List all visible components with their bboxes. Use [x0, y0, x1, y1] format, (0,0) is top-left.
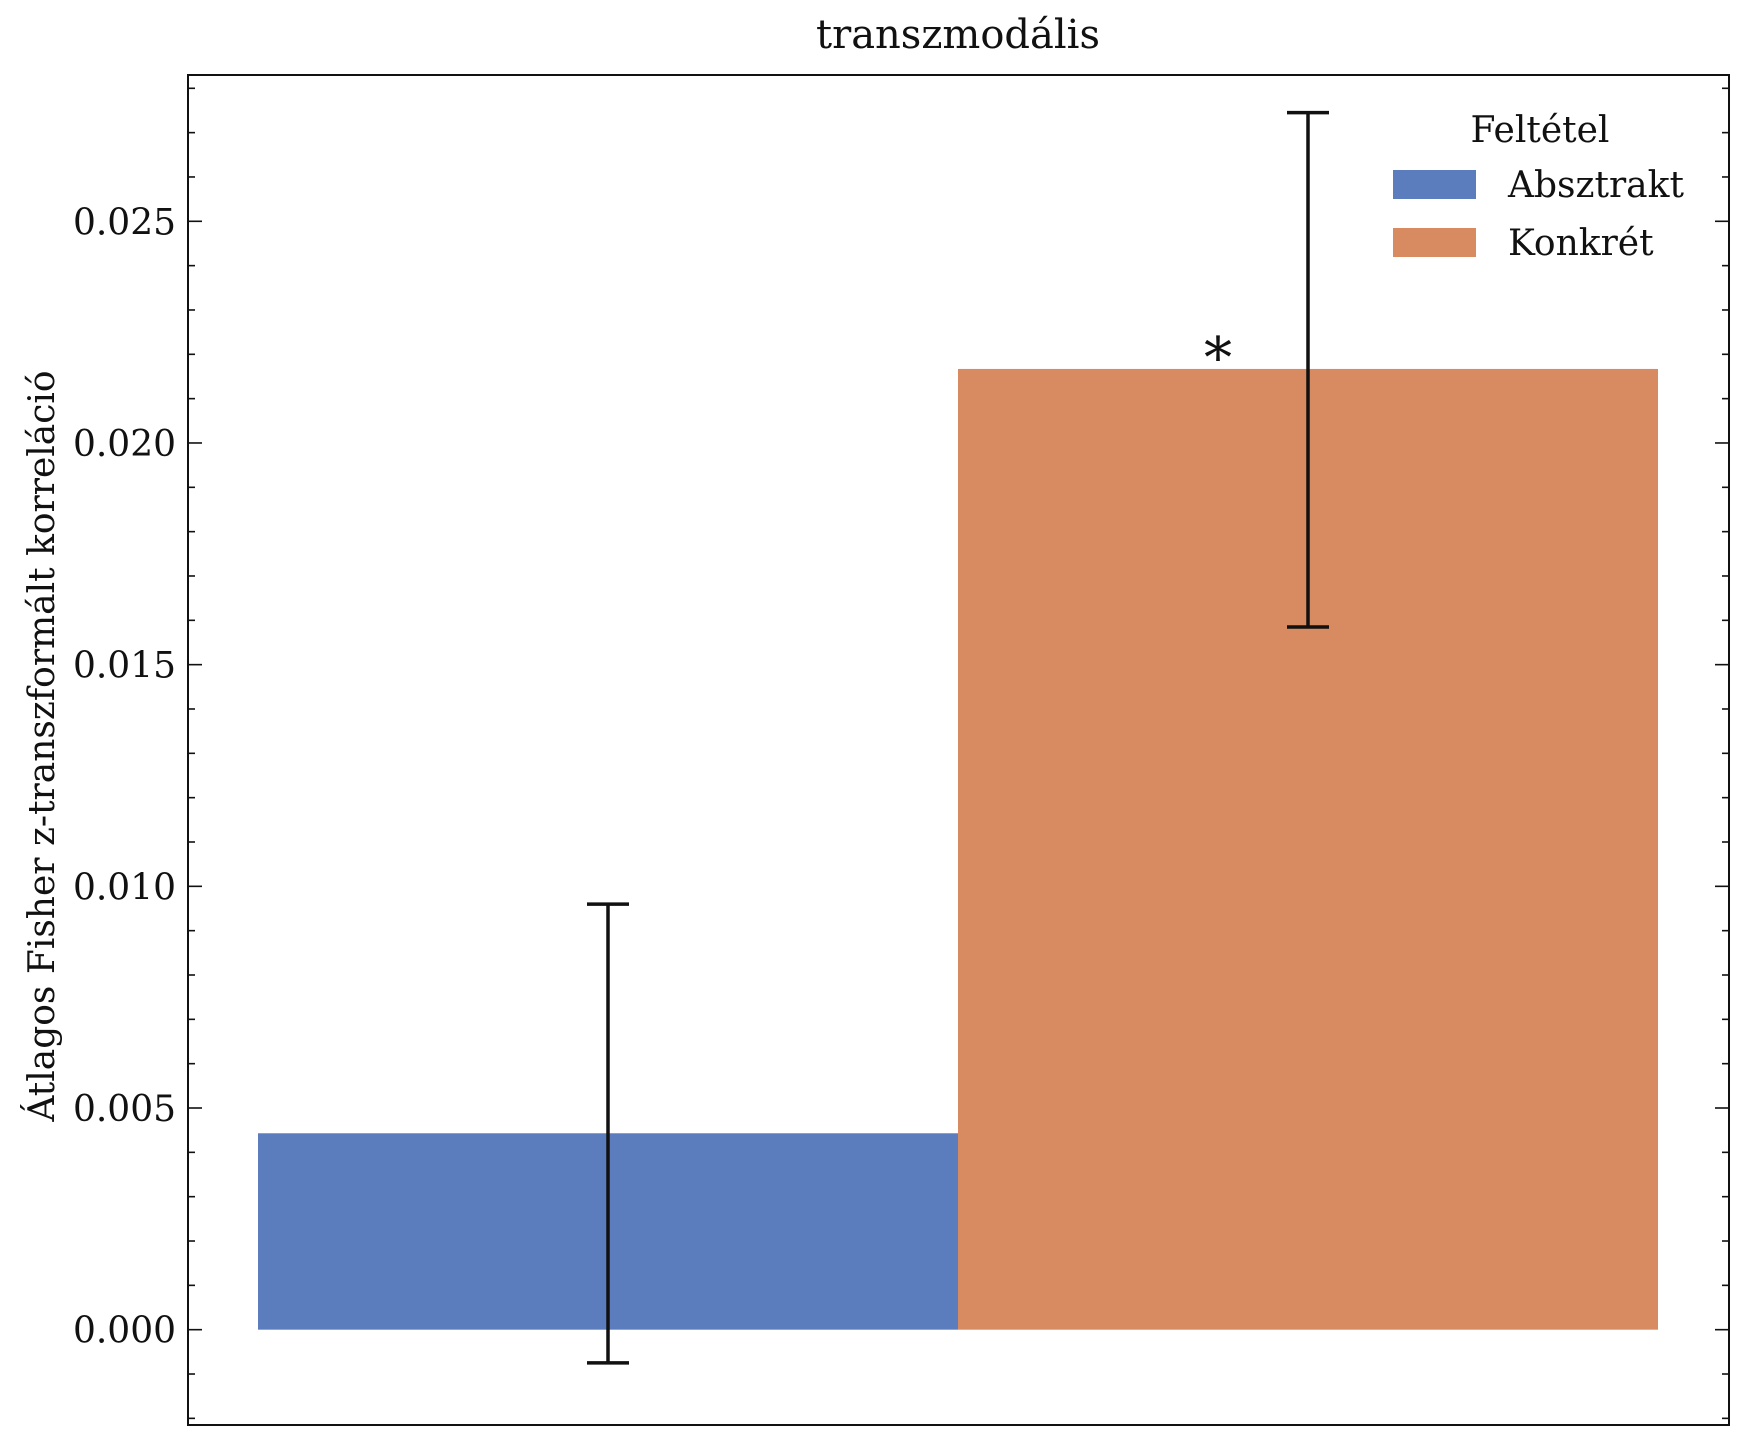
y-tick-label: 0.010	[73, 867, 176, 908]
error-bar-konkr-t	[1287, 110, 1329, 629]
y-axis-label: Átlagos Fisher z-transzformált korreláci…	[21, 370, 63, 1122]
chart-title: transzmodális	[816, 12, 1100, 58]
legend-swatch-absztrakt	[1393, 170, 1476, 199]
y-axis-ticks: 0.000 0.005 0.010 0.015 0.020 0.025	[73, 87, 1729, 1420]
y-tick-label: 0.025	[73, 202, 176, 243]
error-bar-absztrakt	[587, 902, 629, 1365]
plot-frame	[187, 74, 1730, 1426]
y-tick-label: 0.020	[73, 424, 176, 465]
legend-swatch-konkr-t	[1393, 228, 1476, 257]
bars	[258, 368, 1658, 1330]
legend-label-konkr-t: Konkrét	[1508, 223, 1654, 264]
annotations: *	[1204, 326, 1232, 391]
legend-label-absztrakt: Absztrakt	[1507, 165, 1684, 206]
legend: Feltétel Absztrakt Konkrét	[1393, 110, 1684, 264]
y-tick-label: 0.000	[73, 1311, 176, 1352]
y-tick-label: 0.005	[73, 1089, 176, 1130]
legend-title: Feltétel	[1471, 110, 1610, 151]
error-bars	[587, 110, 1329, 1365]
y-tick-label: 0.015	[73, 646, 176, 687]
significance-marker-konkr-t: *	[1204, 326, 1232, 391]
